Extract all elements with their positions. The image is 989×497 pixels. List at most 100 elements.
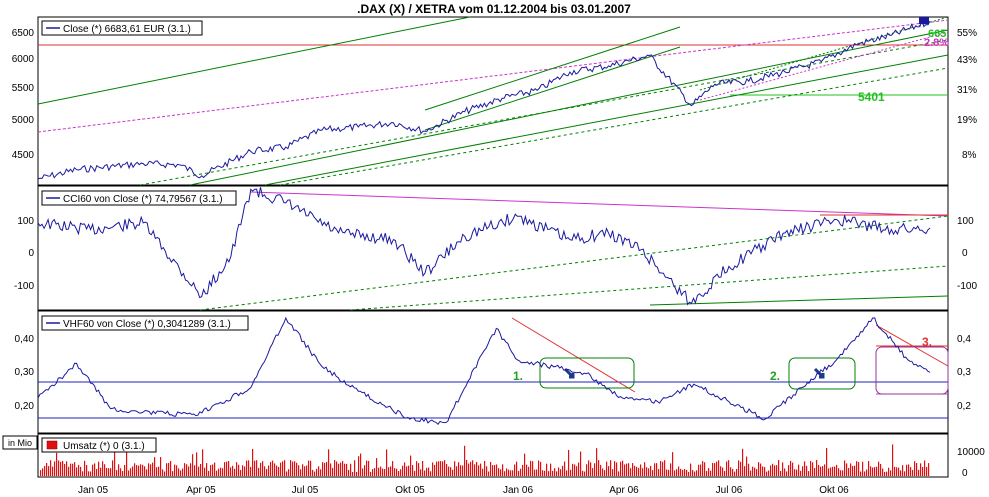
volume-bar xyxy=(164,471,166,476)
volume-bar xyxy=(438,461,440,476)
volume-bar xyxy=(674,470,676,476)
volume-bar xyxy=(406,466,408,476)
volume-bar xyxy=(508,469,510,476)
volume-bar xyxy=(746,456,748,476)
volume-bar xyxy=(394,468,396,476)
volume-bar xyxy=(466,459,468,476)
volume-bar xyxy=(216,470,218,476)
volume-bar xyxy=(498,468,500,476)
volume-bar xyxy=(672,452,674,476)
volume-bar xyxy=(860,471,862,476)
volume-bar xyxy=(398,471,400,476)
volume-bar xyxy=(910,467,912,476)
volume-bar xyxy=(902,465,904,476)
volume-bar xyxy=(60,461,62,476)
volume-bar xyxy=(788,465,790,476)
volume-bar xyxy=(502,464,504,476)
volume-bar xyxy=(518,470,520,476)
volume-bar xyxy=(144,466,146,476)
volume-legend-box xyxy=(41,437,157,453)
volume-bar xyxy=(354,460,356,476)
volume-bar xyxy=(586,464,588,476)
volume-bar xyxy=(254,460,256,476)
volume-bar xyxy=(740,461,742,476)
volume-bar xyxy=(440,461,442,476)
volume-bar xyxy=(864,471,866,476)
volume-bar xyxy=(454,461,456,476)
volume-bar xyxy=(118,464,120,476)
volume-bar xyxy=(198,466,200,476)
latest-marker xyxy=(919,17,929,24)
volume-bar xyxy=(414,470,416,476)
volume-bar xyxy=(400,469,402,476)
volume-bar xyxy=(140,464,142,476)
volume-bar xyxy=(448,466,450,476)
volume-bar xyxy=(504,471,506,476)
volume-bar xyxy=(714,463,716,476)
volume-bar xyxy=(904,471,906,476)
cci-trend-lines xyxy=(199,191,949,311)
volume-bar xyxy=(922,466,924,476)
unit-label: in Mio xyxy=(8,438,32,448)
volume-bar xyxy=(480,463,482,476)
volume-bar xyxy=(78,464,80,476)
volume-bar xyxy=(692,469,694,476)
volume-bar xyxy=(74,462,76,476)
price-right-tick: 8% xyxy=(962,150,977,161)
volume-bar xyxy=(204,467,206,476)
volume-bar xyxy=(92,464,94,476)
volume-bar xyxy=(558,467,560,476)
volume-bar xyxy=(888,467,890,476)
volume-bar xyxy=(544,470,546,476)
volume-bar xyxy=(602,468,604,476)
volume-bar xyxy=(780,471,782,476)
volume-bar xyxy=(720,466,722,476)
volume-bar xyxy=(300,469,302,476)
volume-bar xyxy=(564,461,566,476)
volume-bar xyxy=(678,466,680,476)
volume-bar xyxy=(600,464,602,476)
volume-bar xyxy=(514,464,516,476)
vhf-series-line xyxy=(37,316,931,425)
volume-bar xyxy=(496,464,498,476)
volume-bar xyxy=(408,465,410,476)
volume-bar xyxy=(744,466,746,476)
fib-line-lower xyxy=(699,31,949,101)
price-right-tick: 43% xyxy=(957,55,977,66)
volume-bar xyxy=(182,468,184,476)
volume-bar xyxy=(804,461,806,476)
volume-bar xyxy=(840,470,842,476)
volume-bar xyxy=(844,460,846,476)
volume-bar xyxy=(48,466,50,476)
volume-bar xyxy=(334,460,336,476)
volume-bar xyxy=(58,460,60,476)
volume-bar xyxy=(542,470,544,476)
volume-bar xyxy=(820,466,822,476)
volume-bar xyxy=(40,470,42,476)
volume-bar xyxy=(476,461,478,476)
volume-bar xyxy=(822,466,824,476)
price-left-tick: 5000 xyxy=(12,115,35,126)
volume-bar xyxy=(224,462,226,476)
volume-bar xyxy=(872,467,874,476)
volume-bar xyxy=(716,461,718,476)
volume-bar xyxy=(520,468,522,476)
volume-bar xyxy=(290,460,292,476)
volume-bar xyxy=(738,460,740,476)
volume-bar xyxy=(710,470,712,476)
volume-bar xyxy=(308,460,310,476)
volume-bar xyxy=(892,444,894,476)
x-tick-label: Okt 06 xyxy=(819,485,849,496)
volume-bar xyxy=(72,463,74,476)
volume-bar xyxy=(110,468,112,476)
volume-bar xyxy=(534,469,536,476)
volume-bar xyxy=(474,464,476,476)
volume-bar xyxy=(862,461,864,476)
price-legend-text: Close (*) 6683,61 EUR (3.1.) xyxy=(63,24,191,35)
volume-bar xyxy=(676,469,678,476)
volume-bar xyxy=(66,461,68,476)
volume-bar xyxy=(242,465,244,476)
volume-bar xyxy=(96,468,98,476)
volume-bar xyxy=(900,470,902,476)
volume-bar xyxy=(296,462,298,476)
